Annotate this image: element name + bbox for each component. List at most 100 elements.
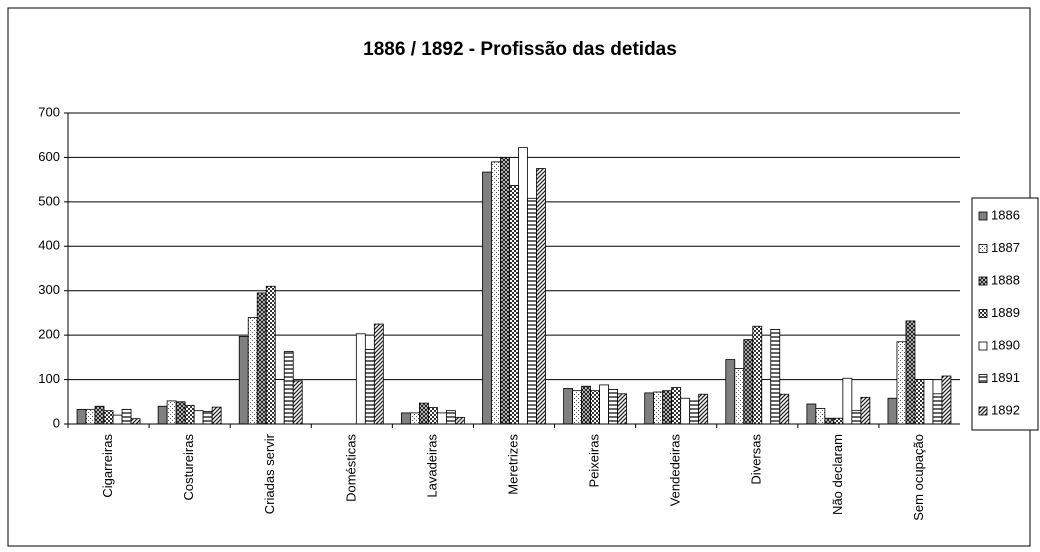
bar <box>428 407 438 425</box>
bar <box>599 384 609 425</box>
y-tick-label: 700 <box>38 104 60 119</box>
bar <box>455 416 465 425</box>
bar <box>283 351 294 425</box>
bar <box>292 380 303 425</box>
bar <box>923 379 934 425</box>
bar <box>373 323 384 425</box>
bar <box>509 185 519 425</box>
bar <box>85 408 96 425</box>
bar <box>725 359 736 425</box>
bar <box>680 397 691 425</box>
bar <box>662 390 673 425</box>
bar <box>779 393 790 425</box>
legend-label: 1886 <box>991 207 1020 222</box>
bar <box>175 401 186 425</box>
bar <box>536 168 546 425</box>
bar <box>256 292 267 425</box>
bar <box>761 379 772 425</box>
bar <box>364 348 375 425</box>
legend-swatch <box>978 244 988 253</box>
bar <box>419 402 429 425</box>
bar <box>833 417 844 425</box>
bar <box>563 388 573 425</box>
bar <box>689 400 700 425</box>
bar <box>76 408 87 425</box>
bar <box>608 388 618 425</box>
legend-swatch <box>978 309 988 318</box>
y-tick-label: 200 <box>38 327 60 342</box>
x-tick-label: Cigarreiras <box>100 434 115 498</box>
bar <box>518 147 528 425</box>
bar <box>94 405 105 425</box>
y-tick-label: 300 <box>38 282 60 297</box>
bar <box>274 379 285 425</box>
bar <box>130 418 141 425</box>
x-tick-label: Peixeiras <box>587 434 602 488</box>
bar <box>157 405 168 425</box>
bar <box>355 333 366 425</box>
bar <box>103 410 114 425</box>
bar <box>572 390 582 425</box>
bar <box>842 377 853 425</box>
bar <box>905 320 916 425</box>
bar <box>446 410 456 425</box>
x-tick-label: Não declaram <box>830 434 845 515</box>
bar <box>752 325 763 425</box>
bar <box>770 328 781 425</box>
y-tick-label: 600 <box>38 149 60 164</box>
bar <box>166 400 177 425</box>
bar <box>581 385 591 425</box>
bar <box>247 316 258 425</box>
y-tick-label: 0 <box>53 415 60 430</box>
bar <box>914 379 925 425</box>
bar <box>590 390 600 425</box>
y-tick-label: 400 <box>38 238 60 253</box>
x-tick-label: Sem ocupação <box>911 434 926 521</box>
bar <box>193 410 204 425</box>
bar <box>121 408 132 425</box>
bar <box>527 197 537 425</box>
x-tick-label: Meretrizes <box>505 434 520 495</box>
bar <box>491 161 501 425</box>
bar <box>932 393 943 425</box>
bar <box>617 393 627 425</box>
bar <box>202 411 213 425</box>
bar <box>698 393 709 425</box>
bar <box>437 412 447 425</box>
x-tick-label: Criadas servir <box>262 433 277 514</box>
x-tick-label: Vendedeiras <box>668 434 683 507</box>
x-tick-label: Diversas <box>749 434 764 485</box>
bar <box>941 375 952 425</box>
legend-label: 1890 <box>991 337 1020 352</box>
bar <box>500 157 510 425</box>
y-tick-label: 500 <box>38 193 60 208</box>
bar <box>482 171 492 425</box>
bar <box>851 410 862 425</box>
x-tick-label: Lavadeiras <box>424 434 439 498</box>
legend-swatch <box>978 374 988 383</box>
bar <box>401 412 411 425</box>
bar <box>860 396 871 425</box>
legend-label: 1892 <box>991 402 1020 417</box>
bar <box>238 336 249 425</box>
bar <box>211 406 222 425</box>
legend-label: 1887 <box>991 240 1020 255</box>
legend-swatch <box>978 406 988 416</box>
bar <box>653 391 664 425</box>
legend-label: 1891 <box>991 370 1020 385</box>
bar <box>184 404 195 425</box>
bar <box>671 387 682 425</box>
bar <box>824 417 835 425</box>
x-tick-label: Costureiras <box>181 434 196 501</box>
bar <box>887 397 898 425</box>
legend-label: 1888 <box>991 272 1020 287</box>
legend-swatch <box>978 211 988 221</box>
bar <box>815 408 826 425</box>
bar <box>112 414 123 425</box>
bar <box>806 403 817 425</box>
bar <box>896 341 907 425</box>
bar <box>743 339 754 425</box>
bar <box>644 392 655 425</box>
bar <box>410 412 420 425</box>
